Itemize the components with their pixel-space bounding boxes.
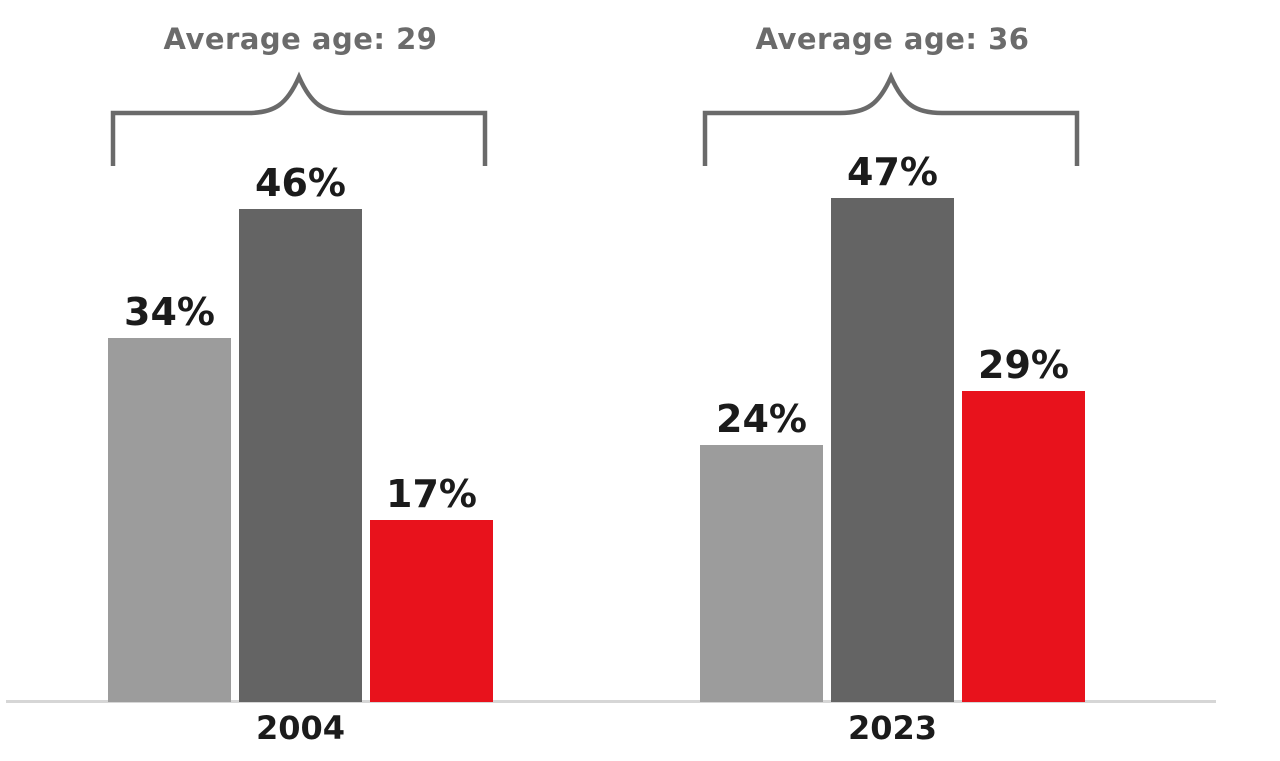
bar-cell: 46% [239, 164, 362, 702]
bar-value-label: 24% [716, 397, 807, 441]
x-axis-label-2023: 2023 [847, 709, 938, 747]
bar-cell: 29% [962, 346, 1085, 702]
brace-path [110, 71, 488, 166]
bar-2023-light-gray [700, 445, 823, 702]
annotation-average-age-2023: Average age: 36 [755, 22, 1030, 56]
bar-value-label: 47% [847, 150, 938, 194]
brace-path [702, 71, 1080, 166]
bar-cell: 47% [831, 153, 954, 702]
x-axis-label-2004: 2004 [255, 709, 346, 747]
bar-2023-red [962, 391, 1085, 702]
bar-group-2023: 24% 47% 29% [700, 153, 1085, 702]
bar-2004-light-gray [108, 338, 231, 702]
bar-value-label: 29% [978, 343, 1069, 387]
brace-icon-2023 [702, 71, 1080, 166]
bar-cell: 17% [370, 475, 493, 702]
bar-group-2004: 34% 46% 17% [108, 164, 493, 702]
bar-value-label: 34% [124, 290, 215, 334]
bar-cell: 34% [108, 293, 231, 702]
annotation-average-age-2004: Average age: 29 [163, 22, 438, 56]
bar-value-label: 46% [255, 161, 346, 205]
bar-cell: 24% [700, 400, 823, 702]
brace-icon-2004 [110, 71, 488, 166]
bar-2023-dark-gray [831, 198, 954, 702]
bar-value-label: 17% [386, 472, 477, 516]
bar-2004-dark-gray [239, 209, 362, 702]
bar-2004-red [370, 520, 493, 702]
x-axis-baseline [6, 700, 1216, 703]
